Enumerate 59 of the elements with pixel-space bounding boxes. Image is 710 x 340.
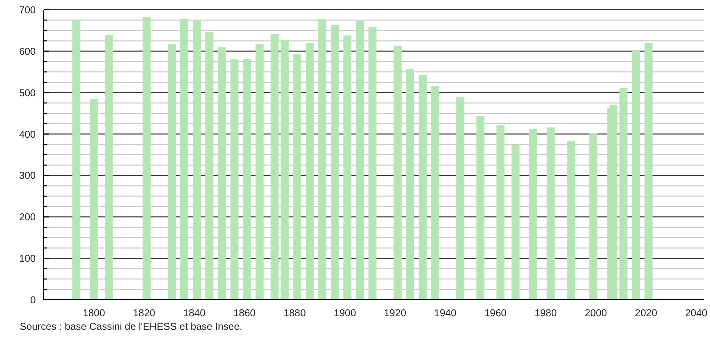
bar	[218, 47, 226, 300]
bar	[496, 126, 505, 300]
x-tick-label: 1920	[384, 308, 407, 320]
x-tick-label: 2020	[635, 308, 658, 320]
bar	[318, 19, 327, 300]
x-tick-label: 1980	[534, 308, 558, 320]
bar	[280, 40, 289, 300]
bar	[620, 88, 628, 300]
bar	[431, 86, 440, 300]
x-tick-label: 1960	[484, 308, 508, 320]
y-tick-label: 500	[19, 88, 36, 100]
bar	[142, 17, 151, 300]
bar	[512, 145, 520, 300]
bar	[105, 35, 114, 300]
bar	[610, 105, 618, 300]
x-tick-label: 1840	[183, 308, 206, 320]
bar	[546, 128, 555, 300]
bar	[256, 44, 264, 300]
bar	[331, 25, 340, 300]
x-tick-label: 1800	[83, 308, 106, 320]
y-tick-label: 100	[19, 254, 36, 266]
bar	[566, 141, 576, 300]
bar	[243, 59, 252, 300]
bar	[230, 59, 239, 300]
bar	[356, 21, 364, 300]
bar	[644, 43, 653, 300]
bar	[394, 46, 402, 300]
y-tick-label: 400	[19, 130, 36, 141]
bar	[168, 44, 176, 300]
bar	[529, 129, 538, 300]
bar	[406, 69, 414, 300]
bar	[180, 19, 189, 300]
bar	[193, 20, 202, 300]
bar	[344, 36, 352, 300]
bar	[90, 99, 98, 300]
bar	[456, 97, 465, 300]
bar	[206, 32, 214, 300]
x-tick-label: 1940	[434, 308, 458, 320]
bar	[418, 75, 427, 300]
bar	[368, 26, 377, 300]
y-tick-label: 700	[19, 6, 36, 16]
bar	[476, 116, 485, 300]
bar	[590, 133, 598, 300]
bar	[270, 34, 279, 300]
x-tick-label: 2000	[584, 308, 608, 320]
x-tick-label: 1820	[133, 308, 156, 320]
x-tick-label: 1880	[284, 308, 307, 320]
y-tick-label: 300	[19, 171, 36, 182]
y-tick-label: 0	[30, 296, 36, 306]
x-tick-label: 1860	[234, 308, 256, 320]
y-tick-label: 600	[19, 46, 36, 58]
bar	[293, 54, 302, 300]
bar	[72, 20, 81, 300]
x-tick-label: 2040	[685, 308, 708, 320]
bar	[306, 43, 314, 300]
bar	[632, 51, 640, 300]
y-tick-label: 200	[19, 212, 36, 224]
x-tick-label: 1900	[334, 308, 357, 320]
source-note: Sources : base Cassini de l'EHESS et base Insee.	[20, 322, 243, 333]
